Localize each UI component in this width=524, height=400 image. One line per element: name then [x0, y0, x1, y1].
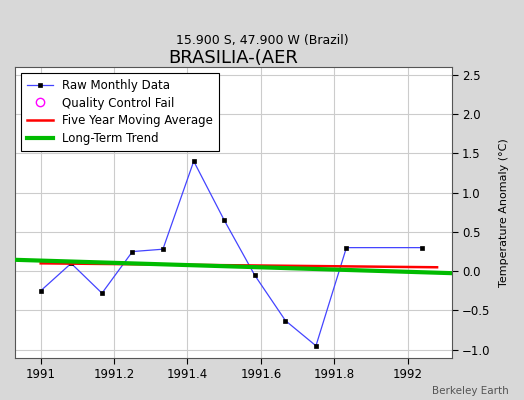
Raw Monthly Data [282, 318, 289, 323]
Raw Monthly Data [99, 291, 105, 296]
Raw Monthly Data [343, 245, 350, 250]
Raw Monthly Data [252, 273, 258, 278]
Y-axis label: Temperature Anomaly (°C): Temperature Anomaly (°C) [499, 138, 509, 287]
Text: Berkeley Earth: Berkeley Earth [432, 386, 508, 396]
Title: BRASILIA-(AER: BRASILIA-(AER [168, 49, 298, 67]
Raw Monthly Data [191, 159, 197, 164]
Raw Monthly Data [160, 247, 166, 252]
Legend: Raw Monthly Data, Quality Control Fail, Five Year Moving Average, Long-Term Tren: Raw Monthly Data, Quality Control Fail, … [21, 73, 219, 151]
Raw Monthly Data [221, 218, 227, 222]
Raw Monthly Data [313, 344, 319, 348]
Text: 15.900 S, 47.900 W (Brazil): 15.900 S, 47.900 W (Brazil) [176, 34, 348, 47]
Raw Monthly Data [68, 261, 74, 266]
Raw Monthly Data [419, 245, 425, 250]
Line: Raw Monthly Data: Raw Monthly Data [39, 159, 424, 348]
Raw Monthly Data [129, 249, 136, 254]
Raw Monthly Data [38, 288, 44, 293]
